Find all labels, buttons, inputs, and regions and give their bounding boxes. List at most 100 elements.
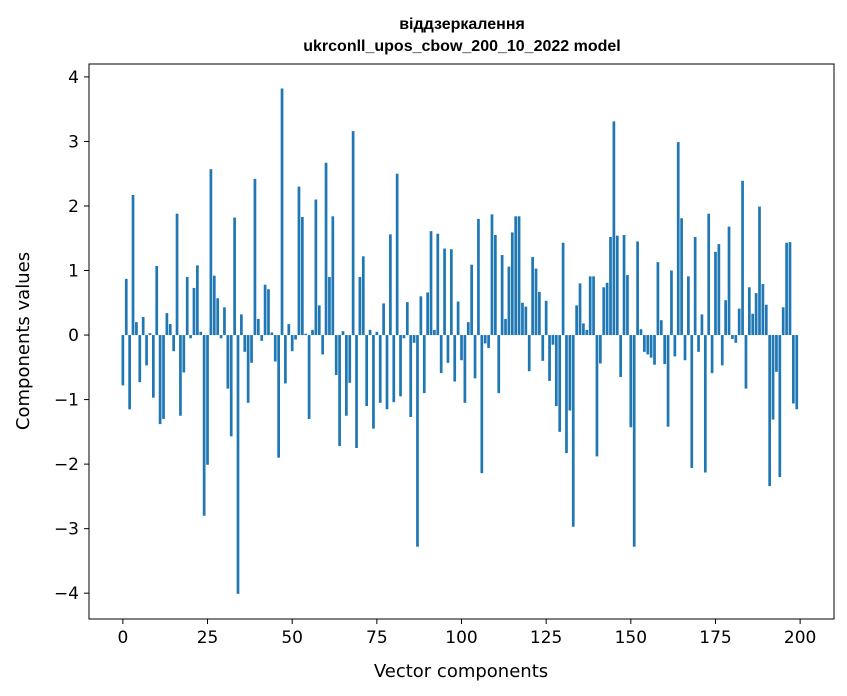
bar-component-60: [324, 162, 328, 336]
bar-component-189: [761, 284, 765, 336]
bar-component-111: [497, 335, 501, 394]
bar-component-13: [165, 313, 169, 336]
bar-component-114: [507, 266, 511, 336]
bar-component-78: [385, 335, 389, 410]
bar-component-33: [233, 217, 236, 336]
x-tick-label: 50: [281, 628, 303, 648]
bar-component-59: [321, 335, 325, 355]
bar-component-123: [538, 291, 541, 336]
bar-component-24: [202, 335, 206, 516]
bar-component-187: [754, 293, 758, 336]
bar-component-32: [229, 335, 233, 437]
bar-component-154: [643, 335, 646, 352]
bar-component-130: [561, 242, 565, 336]
bar-component-0: [121, 335, 125, 386]
bar-component-140: [595, 335, 599, 457]
y-tick-label: −4: [54, 584, 79, 604]
bar-component-134: [575, 305, 578, 336]
x-tick-label: 200: [784, 628, 816, 648]
bar-component-34: [236, 335, 240, 594]
bar-component-6: [141, 316, 145, 336]
bar-component-9: [151, 335, 155, 398]
bar-component-31: [226, 335, 230, 389]
bar-component-141: [598, 335, 602, 364]
bar-component-55: [307, 335, 311, 419]
bar-component-75: [375, 331, 379, 336]
bar-component-83: [402, 335, 406, 339]
bar-component-105: [477, 218, 480, 336]
bar-component-191: [768, 335, 772, 487]
bar-component-129: [558, 335, 562, 432]
bar-component-172: [703, 335, 707, 473]
bar-component-93: [436, 233, 440, 336]
x-tick-label: 175: [699, 628, 731, 648]
bar-component-108: [487, 335, 490, 348]
bar-component-116: [514, 216, 518, 336]
bar-component-102: [466, 322, 470, 336]
bar-component-14: [168, 324, 172, 336]
bar-component-69: [355, 335, 358, 448]
bar-component-2: [128, 335, 131, 410]
bar-component-182: [737, 308, 741, 336]
bar-component-100: [460, 335, 463, 361]
bar-component-96: [446, 335, 450, 363]
bar-component-20: [189, 335, 192, 339]
bar-component-185: [747, 287, 751, 336]
bar-component-53: [300, 216, 304, 336]
bar-component-144: [609, 236, 612, 336]
bar-component-109: [490, 214, 494, 336]
x-tick-label: 100: [445, 628, 477, 648]
chart-title-line1: віддзеркалення: [399, 16, 525, 33]
bar-component-132: [568, 335, 572, 411]
bar-component-89: [422, 335, 426, 394]
bar-component-30: [223, 307, 226, 336]
bar-component-51: [294, 335, 297, 340]
bar-component-145: [612, 121, 616, 336]
bar-component-177: [720, 335, 724, 366]
bar-component-1: [124, 278, 128, 336]
bar-component-197: [788, 242, 792, 336]
bar-component-152: [636, 241, 639, 336]
bar-component-169: [693, 236, 697, 336]
bar-component-47: [280, 88, 284, 336]
bar-component-42: [263, 284, 267, 336]
bar-component-173: [707, 213, 711, 336]
bar-component-158: [656, 262, 660, 336]
bar-component-139: [592, 276, 595, 336]
bar-component-133: [571, 335, 575, 527]
bar-component-87: [416, 335, 419, 547]
bar-component-135: [578, 283, 582, 336]
bar-component-27: [212, 275, 216, 336]
bar-component-95: [443, 248, 446, 336]
bar-component-168: [690, 335, 694, 468]
bar-component-68: [351, 131, 355, 336]
bar-component-17: [179, 335, 182, 416]
bar-component-162: [670, 270, 673, 336]
bar-component-52: [297, 186, 301, 336]
bar-component-80: [392, 335, 396, 403]
y-tick-label: 0: [68, 326, 79, 346]
bar-component-122: [534, 268, 538, 336]
bar-component-57: [314, 199, 318, 336]
bar-component-94: [439, 335, 443, 374]
bar-component-22: [196, 265, 199, 336]
bar-component-45: [273, 335, 277, 362]
bar-component-84: [405, 302, 409, 336]
bar-component-50: [290, 335, 294, 352]
bar-component-113: [504, 318, 507, 336]
bar-component-54: [304, 333, 308, 336]
bar-component-28: [216, 298, 220, 336]
bar-component-74: [372, 335, 375, 429]
bar-component-184: [744, 335, 748, 389]
bar-component-5: [138, 335, 142, 383]
bar-component-188: [758, 206, 761, 336]
bar-component-77: [382, 303, 385, 336]
bar-component-119: [524, 306, 528, 336]
bar-component-176: [717, 244, 721, 336]
bar-component-106: [480, 335, 484, 474]
bar-component-193: [775, 335, 778, 372]
bar-component-67: [348, 335, 352, 383]
bar-component-10: [155, 265, 159, 336]
bar-component-131: [565, 335, 568, 454]
